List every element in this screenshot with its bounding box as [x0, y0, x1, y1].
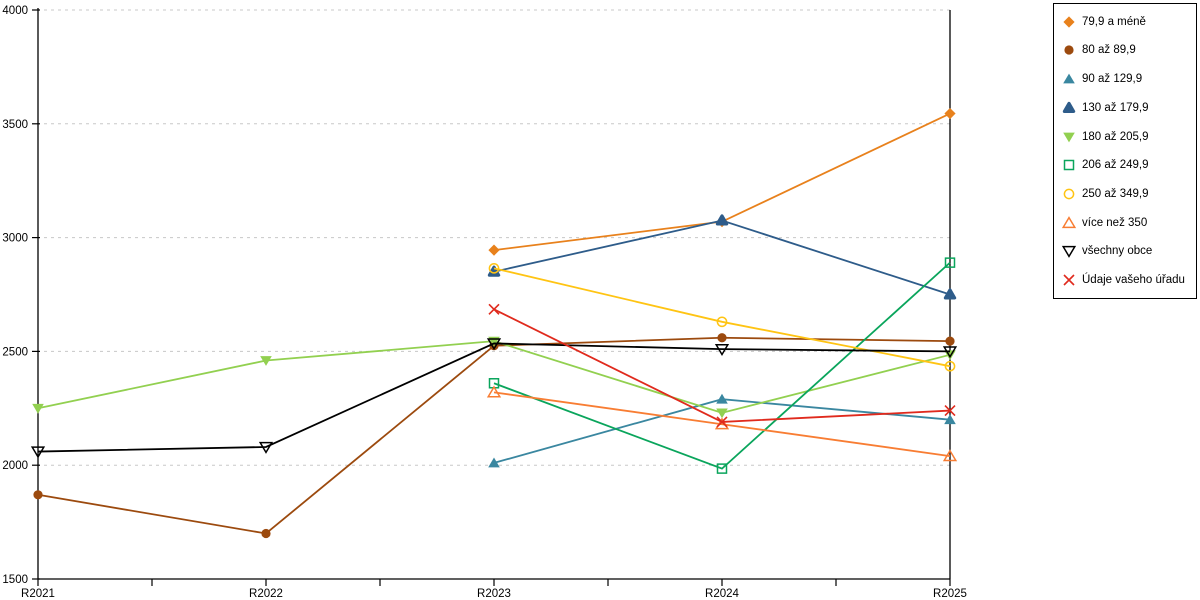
- series-2: [33, 333, 955, 539]
- y-axis-tick-label: 4000: [2, 5, 28, 17]
- legend-item-2: 80 až 89,9: [1061, 37, 1196, 63]
- legend-label: 130 až 179,9: [1082, 101, 1149, 114]
- legend-label: všechny obce: [1082, 245, 1153, 258]
- chart-legend: 79,9 a méně 80 až 89,9 90 až 129,9 130 až 1…: [1053, 3, 1197, 299]
- legend-label: více než 350: [1082, 216, 1148, 229]
- x-axis-tick-label: R2025: [933, 588, 967, 600]
- legend-item-7: 250 až 349,9: [1061, 181, 1196, 207]
- legend-item-4: 130 až 179,9: [1061, 95, 1196, 121]
- y-axis-tick-label: 2000: [2, 460, 28, 472]
- legend-label: 90 až 129,9: [1082, 73, 1143, 86]
- y-axis-tick-label: 2500: [2, 346, 28, 358]
- x-axis-tick-label: R2021: [21, 588, 55, 600]
- legend-item-5: 180 až 205,9: [1061, 124, 1196, 150]
- legend-label: 79,9 a méně: [1082, 15, 1146, 28]
- y-axis-tick-label: 3000: [2, 233, 28, 245]
- legend-label: 250 až 349,9: [1082, 188, 1149, 201]
- legend-item-10: Údaje vašeho úřadu: [1061, 267, 1196, 293]
- series-9: [30, 338, 958, 459]
- circle-legend-icon: [1063, 188, 1075, 200]
- legend-item-1: 79,9 a méně: [1061, 9, 1196, 35]
- x-axis-tick-label: R2024: [705, 588, 739, 600]
- triangle-up-legend-icon: [1061, 215, 1077, 228]
- series-4: [487, 214, 957, 300]
- axes: 4000 3500 3000 2500 2000 1500 R2021 R2022 R2023 R…: [2, 5, 967, 600]
- legend-item-3: 90 až 129,9: [1061, 66, 1196, 92]
- series-10: [488, 303, 956, 428]
- x-legend-icon: [1063, 274, 1075, 286]
- triangle-up-legend-icon: [1063, 73, 1075, 84]
- x-axis-tick-label: R2022: [249, 588, 283, 600]
- series-3: [488, 393, 956, 468]
- triangle-down-legend-icon: [1063, 132, 1075, 142]
- legend-label: 206 až 249,9: [1082, 159, 1149, 172]
- y-axis-tick-label: 1500: [2, 574, 28, 586]
- legend-label: Údaje vašeho úřadu: [1082, 274, 1185, 287]
- legend-label: 80 až 89,9: [1082, 44, 1136, 57]
- legend-item-6: 206 až 249,9: [1061, 152, 1196, 178]
- x-axis-tick-label: R2023: [477, 588, 511, 600]
- y-axis-tick-label: 3500: [2, 119, 28, 131]
- triangle-up-rounded-legend-icon: [1062, 101, 1076, 113]
- series-1: [488, 107, 956, 256]
- square-legend-icon: [1063, 160, 1075, 171]
- legend-label: 180 až 205,9: [1082, 130, 1149, 143]
- circle-legend-icon: [1064, 45, 1074, 56]
- series-6: [488, 257, 956, 474]
- diamond-legend-icon: [1063, 16, 1075, 28]
- legend-item-9: všechny obce: [1061, 238, 1196, 264]
- legend-item-8: více než 350: [1061, 210, 1196, 236]
- triangle-down-legend-icon: [1061, 246, 1077, 259]
